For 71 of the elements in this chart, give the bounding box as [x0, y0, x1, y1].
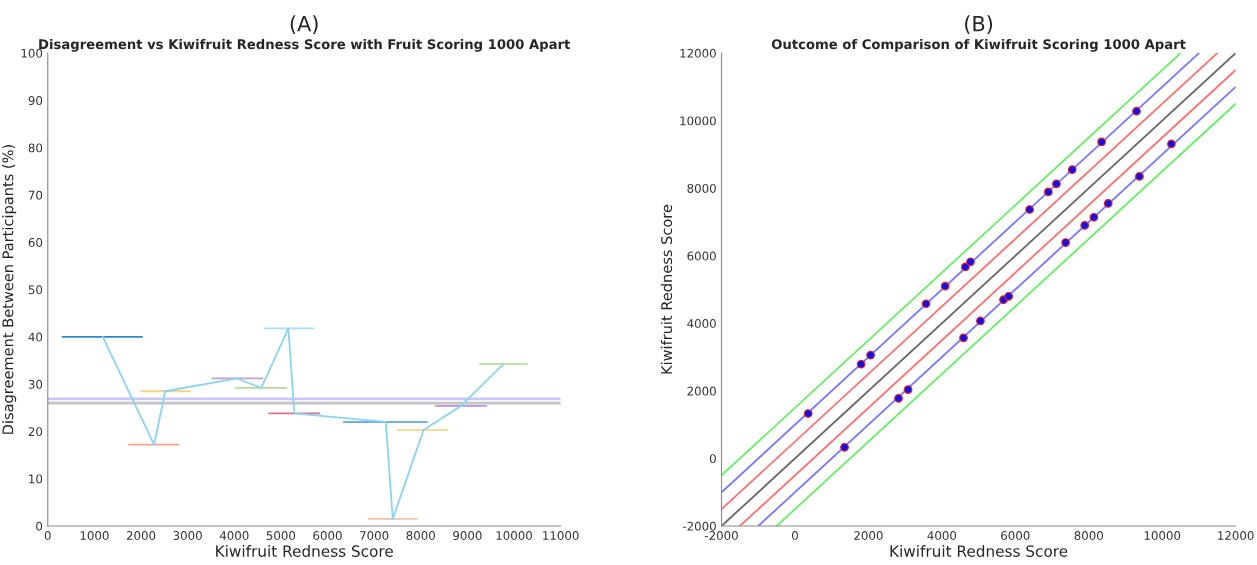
y-tick-label: 0 [709, 454, 716, 464]
x-tick-label: 11000 [543, 531, 579, 541]
chart-subtitle: Outcome of Comparison of Kiwifruit Scoring 1000 Apart [771, 38, 1186, 52]
point [1043, 187, 1053, 197]
y-axis-title: Disagreement Between Participants (%) [2, 145, 17, 434]
point [1067, 165, 1077, 175]
y-tick-label: 50 [28, 285, 43, 295]
x-tick-label: 10000 [1144, 531, 1181, 541]
y-tick-label: -2000 [682, 521, 716, 531]
y-tick-label: 80 [28, 143, 43, 153]
point [903, 385, 913, 394]
y-tick-label: 10 [29, 474, 43, 484]
point [1132, 106, 1141, 116]
point [959, 333, 968, 343]
y-tick-label: 90 [28, 96, 43, 106]
x-tick-label: 3000 [173, 531, 202, 541]
point [1080, 221, 1090, 230]
point [894, 393, 903, 403]
x-tick-label: 0 [44, 531, 51, 541]
x-tick-label: 2000 [126, 531, 156, 541]
y-tick-label: 30 [28, 379, 43, 389]
y-tick-label: 0 [36, 521, 43, 531]
point [1052, 179, 1061, 189]
point [1135, 172, 1144, 181]
point [921, 299, 931, 309]
point [1103, 199, 1113, 208]
point [940, 281, 950, 291]
point [1097, 137, 1106, 147]
x-tick-label: 5000 [266, 531, 296, 541]
x-tick-label: 7000 [360, 531, 389, 541]
y-tick-label: 6000 [687, 251, 716, 261]
x-tick-label: 4000 [927, 531, 957, 541]
y-tick-label: 2000 [687, 386, 716, 396]
y-tick-label: 40 [28, 332, 43, 342]
chart-title: (A) [290, 15, 318, 34]
x-tick-label: 4000 [219, 531, 249, 541]
x-tick-label: 12000 [1218, 531, 1254, 541]
x-tick-label: 1000 [80, 531, 109, 541]
y-tick-label: 10000 [680, 116, 716, 126]
point [960, 262, 970, 272]
x-tick-label: 6000 [313, 531, 342, 541]
chart-title: (B) [965, 15, 993, 34]
point [1167, 139, 1176, 149]
y-tick-label: 8000 [687, 183, 716, 193]
point [966, 257, 975, 267]
point [1004, 291, 1014, 301]
x-tick-label: -2000 [704, 531, 738, 541]
y-tick-label: 60 [28, 238, 43, 247]
line-series [101, 327, 505, 520]
y-tick-label: 20 [28, 427, 43, 437]
point [866, 350, 875, 360]
x-tick-label: 10000 [496, 531, 532, 541]
x-tick-label: 2000 [854, 531, 883, 541]
x-tick-label: 9000 [453, 531, 482, 541]
y-tick-label: 4000 [687, 319, 716, 328]
point [803, 409, 813, 418]
x-tick-label: 8000 [1074, 531, 1103, 541]
point [1025, 205, 1034, 214]
point [976, 316, 985, 326]
x-tick-label: 6000 [1001, 531, 1030, 541]
x-tick-label: 0 [791, 531, 798, 541]
y-tick-label: 70 [28, 190, 43, 200]
y-axis-title: Kiwifruit Redness Score [660, 204, 673, 374]
point [1089, 212, 1099, 222]
point [856, 359, 866, 369]
x-tick-label: 8000 [406, 531, 435, 541]
x-axis-title: Kiwifruit Redness Score [216, 545, 393, 557]
x-axis-title: Kiwifruit Redness Score [890, 545, 1068, 557]
point [1061, 238, 1070, 247]
point [840, 442, 849, 452]
y-tick-label: 12000 [680, 48, 716, 58]
